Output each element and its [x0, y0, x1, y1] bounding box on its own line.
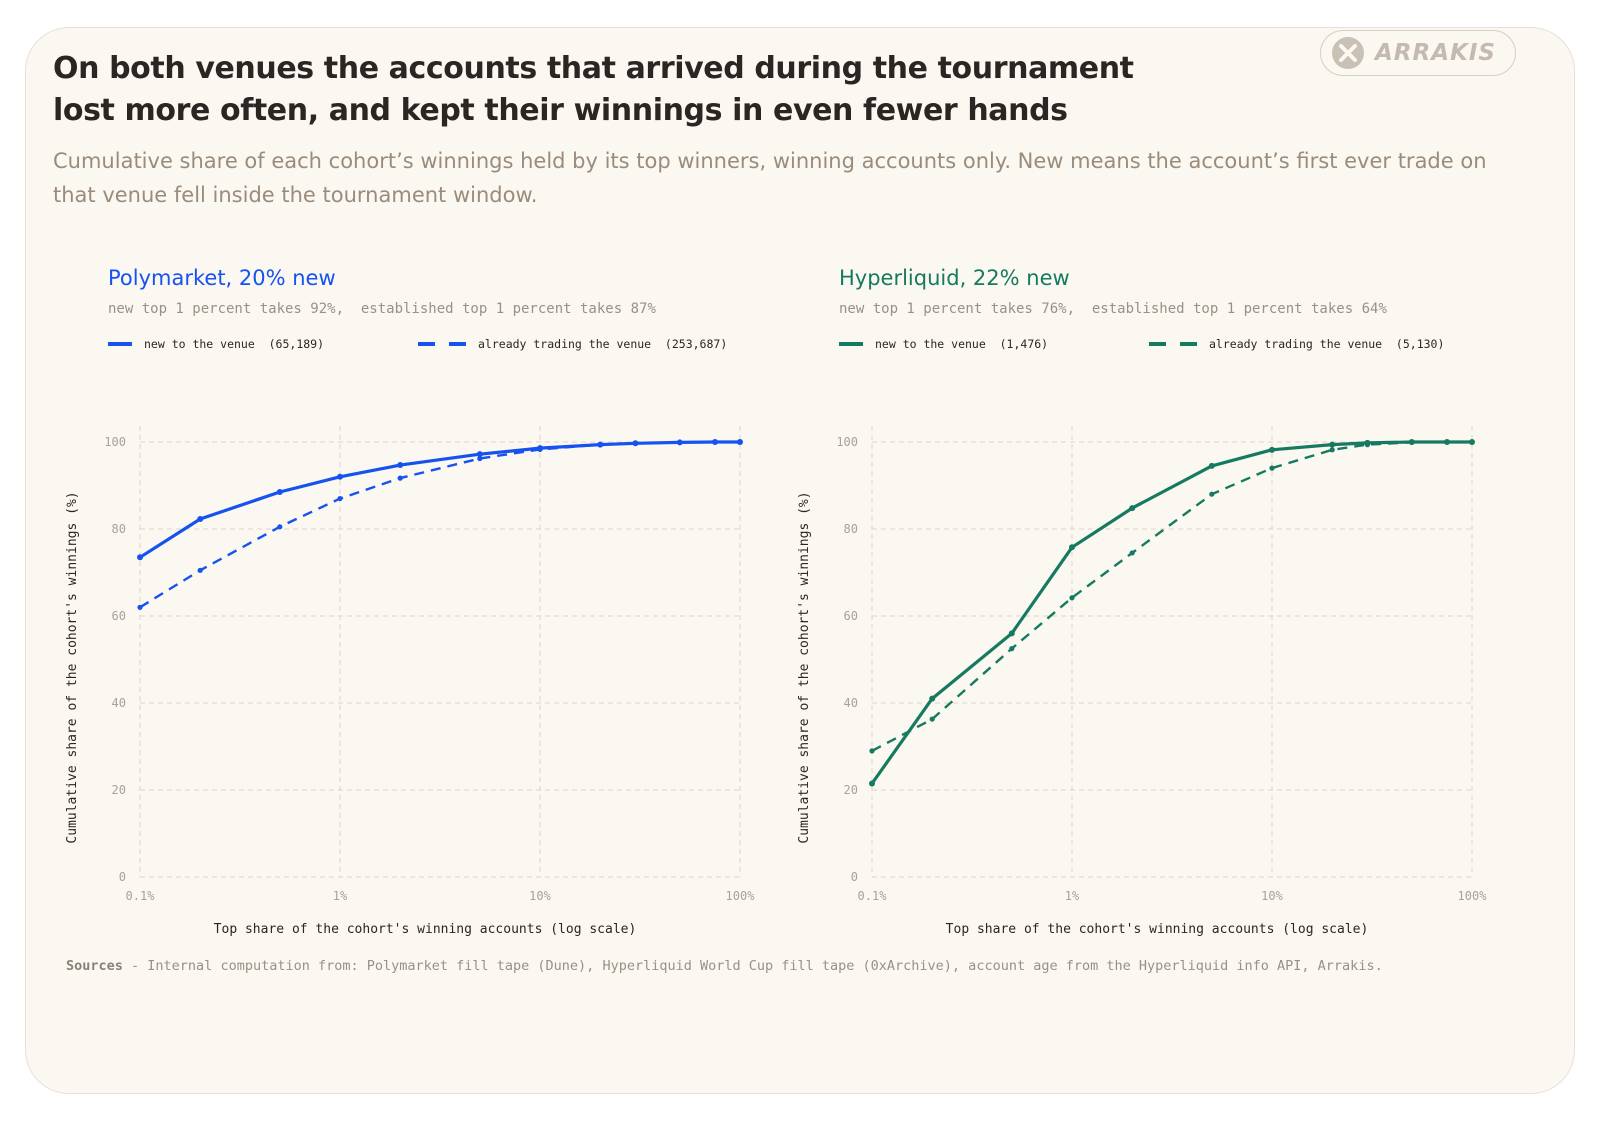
panel-subtitle-hyperliquid: new top 1 percent takes 76%, established… [839, 301, 1387, 317]
data-point [1008, 630, 1015, 637]
x-tick-label: 1% [333, 889, 348, 903]
data-point [1269, 465, 1275, 471]
data-point [276, 489, 283, 496]
y-axis-label: Cumulative share of the cohort's winning… [797, 491, 812, 843]
legend-label-est: already trading the venue (5,130) [1209, 337, 1445, 351]
sources-note: Sources - Internal computation from: Pol… [66, 955, 1426, 977]
data-point [476, 451, 483, 458]
data-point [277, 524, 283, 530]
series-line-established [871, 440, 1472, 752]
sources-label: Sources [66, 958, 123, 974]
legend-est-hyperliquid: already trading the venue (5,130) [1149, 336, 1444, 352]
legend-label-new: new to the venue (1,476) [875, 337, 1049, 351]
y-tick-label: 80 [844, 522, 858, 536]
legend-swatch-dashed [1149, 342, 1197, 346]
panel-subtitle-polymarket: new top 1 percent takes 92%, established… [108, 301, 656, 317]
legend-est-polymarket: already trading the venue (253,687) [418, 336, 727, 352]
y-tick-label: 60 [112, 609, 126, 623]
data-point [1129, 550, 1135, 556]
page-subtitle: Cumulative share of each cohort’s winnin… [53, 149, 1487, 207]
chart-card [25, 27, 1575, 1094]
y-tick-label: 20 [112, 783, 126, 797]
legend-label-est: already trading the venue (253,687) [478, 337, 728, 351]
y-axis-label: Cumulative share of the cohort's winning… [65, 491, 80, 843]
data-point [397, 475, 403, 481]
x-tick-label: 100% [726, 889, 756, 903]
x-axis-label: Top share of the cohort's winning accoun… [214, 922, 637, 937]
data-point [677, 439, 683, 446]
data-point [737, 439, 743, 445]
data-point [1269, 446, 1275, 453]
arrakis-logo[interactable]: ARRAKIS [1320, 30, 1516, 76]
y-tick-label: 20 [844, 783, 858, 797]
data-point [1329, 447, 1335, 453]
data-point [632, 440, 639, 446]
sources-text: - Internal computation from: Polymarket … [122, 958, 1383, 974]
legend-label-new: new to the venue (65,189) [144, 337, 325, 351]
page-title: On both venues the accounts that arrived… [53, 51, 1134, 128]
y-tick-label: 100 [104, 435, 126, 449]
x-tick-label: 100% [1458, 889, 1488, 903]
panel-title-hyperliquid: Hyperliquid, 22% new [839, 266, 1070, 290]
y-tick-label: 40 [844, 696, 858, 710]
data-point [137, 554, 143, 561]
data-point [869, 748, 875, 754]
x-tick-label: 10% [529, 889, 551, 903]
data-point [397, 462, 404, 469]
data-point [537, 446, 543, 452]
data-point [712, 439, 718, 445]
data-point [1009, 646, 1015, 652]
x-tick-label: 1% [1065, 889, 1080, 903]
data-point [1409, 439, 1415, 446]
y-tick-label: 100 [836, 435, 858, 449]
data-point [929, 716, 935, 722]
legend-swatch-dashed [418, 342, 466, 346]
legend-new-hyperliquid: new to the venue (1,476) [839, 336, 1048, 352]
data-point [1444, 439, 1450, 445]
data-point [1129, 505, 1136, 512]
data-point [1364, 442, 1371, 448]
x-tick-label: 10% [1261, 889, 1283, 903]
data-point [1209, 491, 1215, 497]
data-point [477, 455, 483, 462]
panel-title-polymarket: Polymarket, 20% new [108, 266, 336, 290]
x-tick-label: 0.1% [126, 889, 156, 903]
data-point [1329, 441, 1336, 448]
legend-swatch-solid [839, 342, 863, 346]
data-point [869, 780, 875, 787]
data-point [337, 495, 343, 502]
y-tick-label: 80 [112, 522, 126, 536]
x-axis-label: Top share of the cohort's winning accoun… [946, 922, 1369, 937]
legend-swatch-solid [108, 342, 132, 346]
data-point [929, 695, 936, 702]
data-point [137, 604, 143, 610]
x-tick-label: 0.1% [858, 889, 888, 903]
data-point [1208, 462, 1215, 469]
series-line-new [139, 440, 740, 559]
data-point [1069, 595, 1075, 601]
y-tick-label: 60 [844, 609, 858, 623]
series-line-new [870, 440, 1472, 785]
y-tick-label: 0 [851, 870, 858, 884]
y-tick-label: 40 [112, 696, 126, 710]
chart-polymarket: 0 20 40 60 80 100 0.1% 1% 10% 100% Top share of th… [65, 426, 755, 937]
data-point [1469, 439, 1475, 445]
data-point [337, 473, 343, 480]
chart-hyperliquid: 0 20 40 60 80 100 0.1% 1% 10% 100% Top share of th… [797, 426, 1487, 937]
data-point [597, 442, 603, 448]
logo-wordmark: ARRAKIS [1375, 40, 1496, 66]
data-point [1069, 544, 1075, 551]
legend-new-polymarket: new to the venue (65,189) [108, 336, 324, 352]
y-tick-label: 0 [119, 870, 126, 884]
data-point [197, 515, 204, 522]
series-line-established [139, 440, 740, 609]
arrakis-x-logo-icon [1332, 37, 1364, 69]
data-point [197, 567, 203, 573]
